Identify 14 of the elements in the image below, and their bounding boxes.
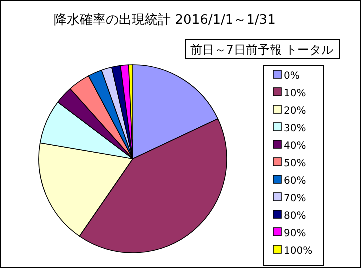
legend-label: 0% (284, 71, 300, 82)
legend-label: 70% (284, 194, 306, 204)
legend-label: 100% (284, 246, 313, 257)
legend-label: 10% (284, 88, 306, 100)
legend-label: 40% (284, 141, 306, 152)
legend-label: 50% (284, 158, 306, 170)
legend-label: 80% (284, 211, 306, 222)
legend-label: 30% (284, 124, 306, 134)
legend-label: 20% (284, 106, 306, 117)
legend-label: 90% (284, 228, 306, 240)
legend-label: 60% (284, 176, 306, 187)
chart-subtitle: 前日～7日前予報 トータル (190, 43, 334, 57)
subtitle: 前日～7日前予報 トータル (185, 39, 340, 59)
chart-title: 降水確率の出現統計 2016/1/1～1/31 (54, 12, 276, 28)
